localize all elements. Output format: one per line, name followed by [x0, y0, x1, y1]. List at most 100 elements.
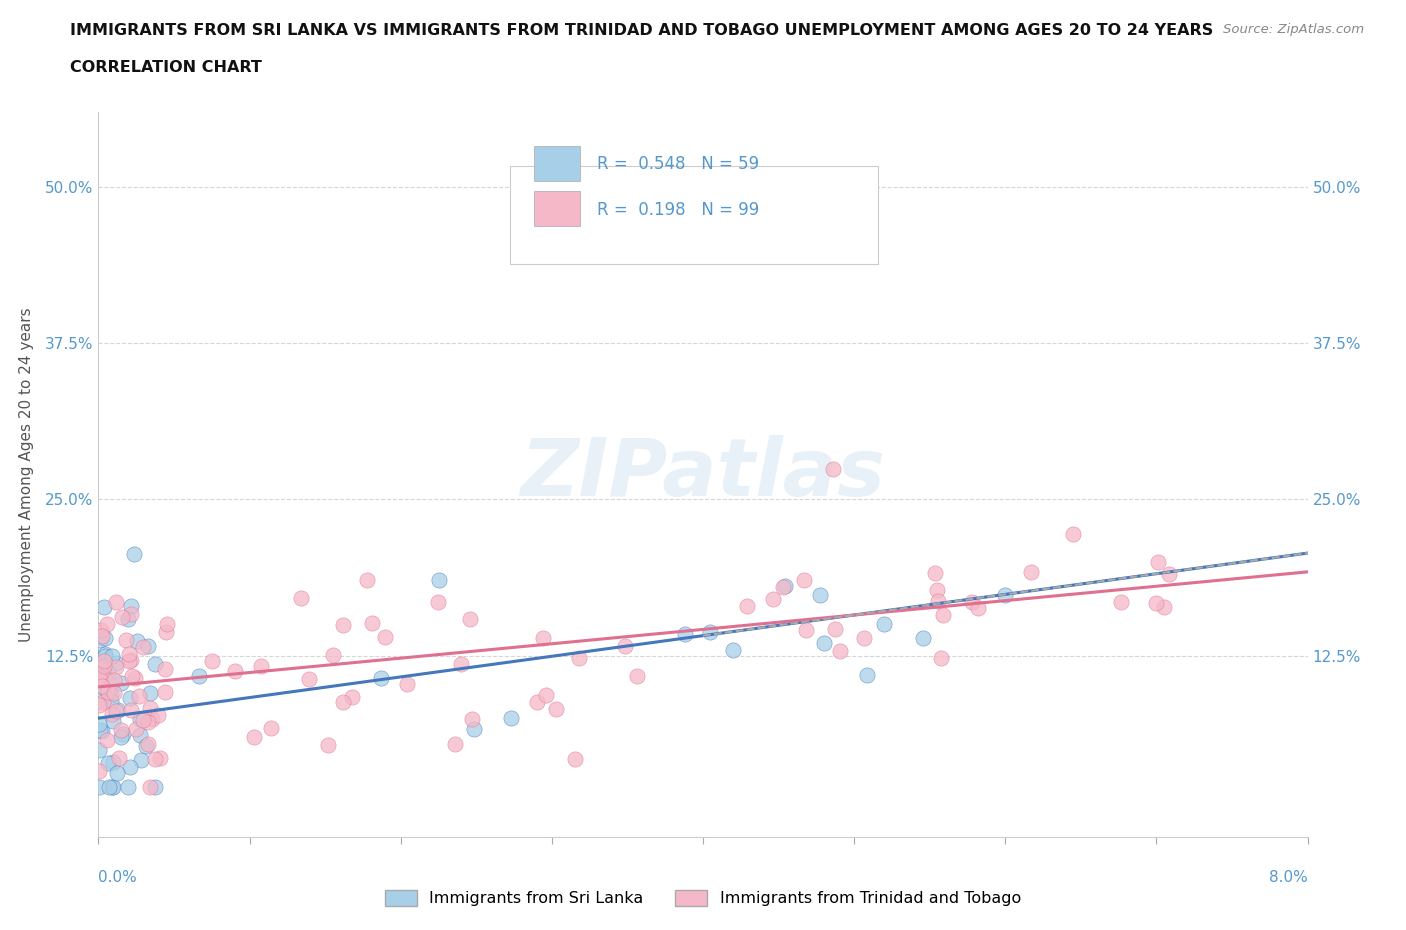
Point [1109, 594, 1132, 609]
Point [105, 659, 128, 674]
Point [853, 631, 876, 645]
Point [250, 658, 273, 673]
Point [143, 657, 166, 671]
Point [128, 689, 150, 704]
Point [127, 633, 149, 648]
Point [531, 631, 554, 645]
Point [141, 711, 163, 726]
Point [675, 627, 697, 642]
Point [298, 672, 321, 687]
Point [93, 631, 115, 645]
Point [145, 779, 167, 794]
Point [932, 607, 955, 622]
Point [90, 623, 112, 638]
Point [1146, 555, 1168, 570]
Point [118, 690, 141, 705]
Point [911, 631, 934, 645]
Point [427, 573, 450, 588]
Point [761, 591, 783, 606]
Point [290, 591, 312, 605]
Point [100, 694, 122, 709]
Point [155, 624, 177, 639]
Point [188, 669, 211, 684]
Point [136, 737, 159, 751]
Point [699, 625, 721, 640]
Point [1153, 600, 1175, 615]
Point [461, 711, 484, 726]
Point [321, 648, 343, 663]
Point [96, 617, 118, 631]
Point [396, 677, 419, 692]
Text: R =  0.548   N = 59: R = 0.548 N = 59 [596, 154, 759, 173]
Point [460, 612, 482, 627]
Point [828, 644, 851, 658]
Point [332, 695, 354, 710]
Text: ZIPatlas: ZIPatlas [520, 435, 886, 513]
Point [97, 755, 120, 770]
Point [118, 654, 141, 669]
Point [107, 751, 129, 765]
Point [370, 671, 392, 685]
Point [96, 684, 118, 698]
Point [120, 599, 142, 614]
Point [138, 700, 160, 715]
Point [101, 779, 124, 794]
Point [929, 650, 952, 665]
Point [89, 723, 111, 737]
Point [794, 622, 817, 637]
FancyBboxPatch shape [534, 192, 579, 226]
Point [1159, 566, 1181, 581]
Point [821, 461, 844, 476]
Point [374, 630, 396, 644]
Text: IMMIGRANTS FROM SRI LANKA VS IMMIGRANTS FROM TRINIDAD AND TOBAGO UNEMPLOYMENT AM: IMMIGRANTS FROM SRI LANKA VS IMMIGRANTS … [70, 23, 1213, 38]
Point [143, 751, 166, 766]
Point [224, 664, 246, 679]
Point [103, 686, 125, 701]
Point [89, 632, 111, 647]
Point [90, 660, 112, 675]
Point [824, 621, 846, 636]
Point [564, 751, 586, 766]
Point [427, 594, 450, 609]
Point [87, 743, 110, 758]
Point [103, 672, 125, 687]
Point [450, 657, 472, 671]
Point [121, 669, 143, 684]
Point [463, 722, 485, 737]
Text: R =  0.198   N = 99: R = 0.198 N = 99 [596, 201, 759, 219]
Point [813, 636, 835, 651]
Point [111, 609, 134, 624]
Point [101, 648, 124, 663]
Point [97, 666, 120, 681]
Point [136, 639, 159, 654]
Point [139, 686, 162, 701]
Point [501, 711, 523, 725]
Point [89, 698, 111, 712]
Point [93, 654, 115, 669]
Point [136, 714, 159, 729]
Point [927, 593, 949, 608]
Point [110, 730, 132, 745]
Point [772, 579, 794, 594]
Point [117, 779, 139, 794]
Point [138, 779, 160, 794]
Point [105, 765, 128, 780]
Legend: Immigrants from Sri Lanka, Immigrants from Trinidad and Tobago: Immigrants from Sri Lanka, Immigrants fr… [378, 884, 1028, 912]
FancyBboxPatch shape [509, 166, 879, 264]
Text: CORRELATION CHART: CORRELATION CHART [70, 60, 262, 75]
Point [90, 629, 112, 644]
Point [125, 722, 148, 737]
Point [115, 632, 138, 647]
Point [1144, 595, 1167, 610]
FancyBboxPatch shape [534, 146, 579, 180]
Point [873, 617, 896, 631]
Point [994, 588, 1017, 603]
Point [87, 779, 110, 794]
Point [111, 726, 134, 741]
Point [1062, 526, 1084, 541]
Point [110, 676, 132, 691]
Point [90, 667, 112, 682]
Point [105, 656, 128, 671]
Point [94, 672, 117, 687]
Point [93, 600, 115, 615]
